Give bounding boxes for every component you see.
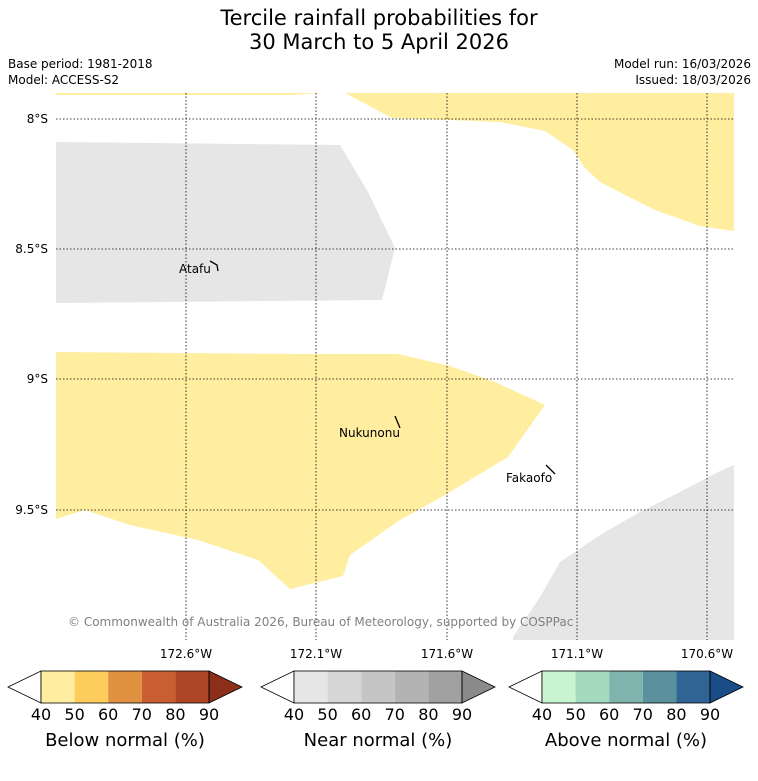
colorbar-segment <box>108 671 142 703</box>
colorbar-segment <box>542 671 576 703</box>
region-near-normal-north <box>56 142 395 303</box>
colorbar-tick-label: 90 <box>198 705 220 724</box>
place-label-fakaofo: Fakaofo <box>506 471 552 485</box>
colorbar-tick-label: 70 <box>632 705 653 724</box>
colorbar-segment <box>327 671 362 703</box>
issued-date: Issued: 18/03/2026 <box>635 73 751 87</box>
copyright-notice: © Commonwealth of Australia 2026, Bureau… <box>68 615 573 629</box>
colorbar-tick-label: 40 <box>531 705 553 724</box>
model-run: Model run: 16/03/2026 <box>613 57 751 71</box>
title-line-2: 30 March to 5 April 2026 <box>249 30 509 54</box>
atoll-atafu-outline <box>209 260 219 272</box>
lat-label: 8.5°S <box>15 242 48 256</box>
colorbar-segment <box>394 671 429 703</box>
colorbar-label: Below normal (%) <box>45 730 205 751</box>
colorbar-tick-label: 60 <box>599 705 620 724</box>
colorbar-tick-label: 50 <box>317 705 338 724</box>
colorbar-tick-label: 60 <box>351 705 372 724</box>
colorbar-segment <box>676 671 710 703</box>
colorbar-tick-label: 80 <box>165 705 186 724</box>
colorbar-tick-label: 50 <box>565 705 586 724</box>
place-label-atafu: Atafu <box>179 262 211 276</box>
colorbar-tick-label: 80 <box>418 705 439 724</box>
colorbar-outline <box>541 670 711 704</box>
colorbar-segment <box>141 671 176 703</box>
colorbar-extend-low <box>260 670 295 704</box>
model-name: Model: ACCESS-S2 <box>8 73 120 87</box>
colorbar-segment <box>175 671 209 703</box>
colorbar-near-normal <box>260 670 496 704</box>
colorbar-segment <box>361 671 395 703</box>
region-below-normal-central <box>56 352 545 589</box>
colorbar-segment <box>294 671 328 703</box>
lon-label: 170.6°W <box>681 647 733 661</box>
colorbar-above-normal <box>508 670 744 704</box>
colorbar-tick-label: 40 <box>30 705 52 724</box>
colorbar-tick-label: 90 <box>451 705 473 724</box>
place-label-nukunonu: Nukunonu <box>339 426 400 440</box>
lon-label: 172.1°W <box>290 647 342 661</box>
colorbar-segment <box>609 671 643 703</box>
colorbar-segment <box>428 671 462 703</box>
region-below-normal-top-strip <box>56 93 320 95</box>
colorbar-extend-high <box>208 670 243 704</box>
colorbar-label: Above normal (%) <box>544 730 708 751</box>
colorbar-outline <box>40 670 210 704</box>
lat-label: 9.5°S <box>15 503 48 517</box>
lat-label: 8°S <box>27 112 48 126</box>
colorbar-tick-label: 70 <box>131 705 152 724</box>
base-period: Base period: 1981-2018 <box>8 57 153 71</box>
colorbar-extend-high <box>461 670 496 704</box>
colorbar-tick-label: 50 <box>64 705 85 724</box>
colorbar-segment <box>642 671 677 703</box>
atoll-fakaofo-outline <box>545 464 556 475</box>
colorbar-tick-label: 80 <box>666 705 687 724</box>
colorbar-extend-low <box>7 670 42 704</box>
title-line-1: Tercile rainfall probabilities for <box>220 6 538 30</box>
lon-label: 171.1°W <box>551 647 603 661</box>
lon-label: 172.6°W <box>160 647 212 661</box>
colorbar-tick-label: 90 <box>699 705 721 724</box>
colorbar-segment <box>41 671 75 703</box>
colorbar-below-normal <box>7 670 243 704</box>
colorbar-extend-low <box>508 670 543 704</box>
region-near-normal-southeast <box>513 465 734 640</box>
colorbar-tick-label: 60 <box>98 705 119 724</box>
colorbar-segment <box>74 671 109 703</box>
colorbar-label: Near normal (%) <box>303 730 453 751</box>
colorbar-outline <box>293 670 463 704</box>
lat-label: 9°S <box>27 372 48 386</box>
colorbar-extend-high <box>709 670 744 704</box>
graticule <box>56 93 734 640</box>
lon-label: 171.6°W <box>421 647 473 661</box>
atoll-nukunonu-outline <box>394 415 401 429</box>
map-area <box>56 93 734 640</box>
colorbar-segment <box>575 671 610 703</box>
colorbar-tick-label: 40 <box>283 705 305 724</box>
colorbar-tick-label: 70 <box>384 705 405 724</box>
region-below-normal-northeast <box>345 93 734 231</box>
